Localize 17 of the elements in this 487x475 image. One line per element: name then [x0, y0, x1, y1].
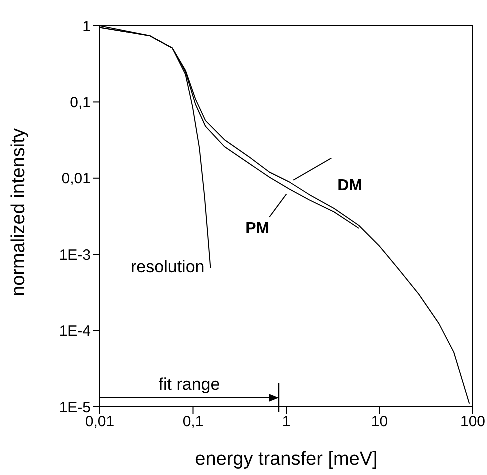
- x-axis-title: energy transfer [meV]: [195, 449, 378, 470]
- x-tick-label: 10: [371, 414, 388, 431]
- annotation: fit range: [158, 375, 220, 394]
- y-tick-label: 0,01: [62, 170, 91, 188]
- x-tick-label: 0,1: [182, 414, 204, 431]
- legend-label: PM: [246, 220, 270, 238]
- y-tick-label: 1: [82, 18, 91, 36]
- y-tick-label: 1E-3: [59, 246, 91, 264]
- series-label: resolution: [131, 257, 205, 276]
- x-tick-label: 1: [282, 414, 291, 431]
- x-tick-label: 0,01: [85, 414, 115, 431]
- y-tick-label: 1E-4: [59, 323, 91, 340]
- y-axis-title: normalized intensity: [8, 128, 30, 296]
- x-tick-label: 100: [460, 414, 486, 431]
- y-tick-label: 0,1: [70, 94, 91, 112]
- series-label: DM: [338, 177, 363, 194]
- y-tick-label: 1E-5: [59, 399, 91, 416]
